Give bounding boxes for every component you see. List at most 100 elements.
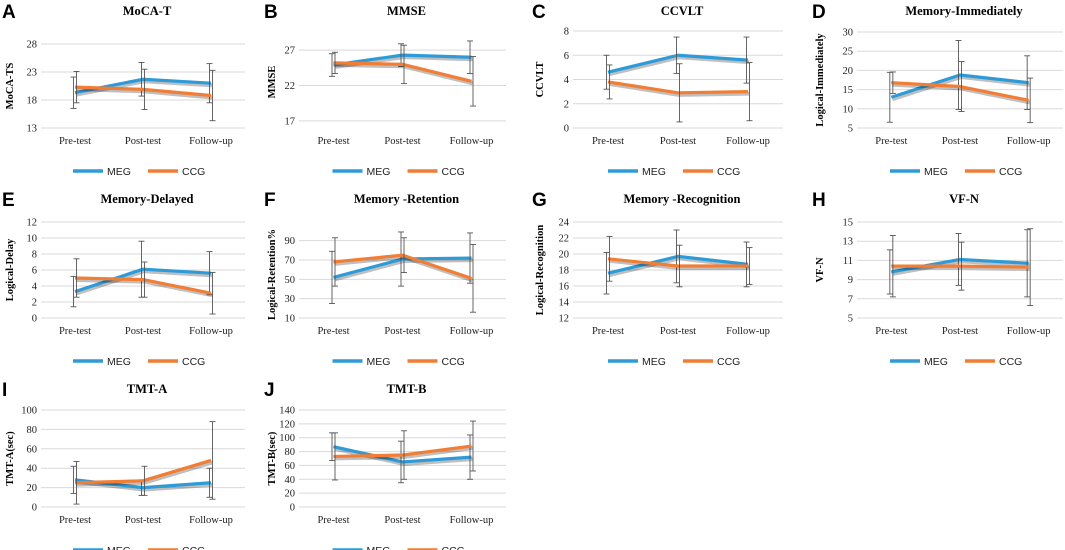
panel-letter: J	[264, 380, 275, 401]
y-tick-label: 4	[32, 282, 38, 293]
series-shadow-meg	[608, 256, 750, 278]
series-shadow-ccg	[892, 266, 1030, 272]
y-tick-label: 0	[32, 503, 37, 514]
legend-label: CCG	[717, 166, 740, 178]
series-shadow-ccg	[892, 82, 1031, 105]
chart-title: VF-N	[949, 192, 979, 206]
x-tick-label: Pre-test	[59, 515, 91, 526]
legend-label: MEG	[107, 166, 131, 178]
panel-letter: B	[264, 2, 278, 23]
chart-title: MoCA-T	[123, 4, 172, 18]
series-shadow-meg	[75, 269, 213, 296]
series-line-meg	[890, 73, 1029, 99]
chart-title: CCVLT	[661, 4, 704, 18]
y-tick-label: 8	[564, 27, 569, 38]
x-tick-label: Follow-up	[1007, 136, 1051, 147]
y-axis-label: Logical-Delay	[5, 238, 16, 301]
x-tick-label: Pre-test	[59, 326, 91, 337]
series-shadow-ccg	[75, 460, 213, 487]
x-tick-label: Pre-test	[592, 136, 624, 147]
chart-panel-a: A MoCA-T 13 18 23 28 MoCA-TS Pre-test Post-test F…	[2, 2, 245, 178]
y-tick-label: 12	[27, 218, 38, 229]
chart-panel-e: E Memory-Delayed 0 2 4 6 8 10 12 Logical-Delay Pre…	[2, 190, 245, 368]
x-tick-label: Post-test	[942, 136, 978, 147]
y-tick-label: 14	[559, 298, 570, 309]
y-tick-label: 17	[285, 116, 296, 127]
chart-title: Memory-Immediately	[905, 4, 1023, 18]
panel-letter: H	[812, 190, 826, 211]
legend-label: MEG	[924, 356, 948, 368]
chart-panel-f: F Memory -Retention 10 30 50 70 90 Logical-Rete…	[264, 190, 506, 368]
y-tick-label: 50	[285, 275, 296, 286]
series-shadow-ccg	[334, 446, 473, 461]
series-line-ccg	[607, 80, 749, 95]
legend-label: MEG	[642, 166, 666, 178]
panel-letter: G	[532, 190, 547, 211]
legend-label: CCG	[442, 545, 465, 550]
x-tick-label: Pre-test	[317, 326, 349, 337]
series-line-ccg	[891, 264, 1029, 269]
x-tick-label: Follow-up	[726, 326, 770, 337]
legend-label: CCG	[442, 356, 465, 368]
series-line-meg	[333, 256, 472, 279]
x-tick-label: Post-test	[384, 326, 420, 337]
x-tick-label: Follow-up	[189, 326, 233, 337]
y-axis-label: TMT-B(sec)	[267, 431, 278, 485]
x-tick-label: Post-test	[660, 326, 696, 337]
series-line-meg	[74, 267, 212, 294]
x-tick-label: Pre-test	[317, 136, 349, 147]
y-axis-label: CCVLT	[535, 62, 546, 98]
x-tick-label: Post-test	[384, 515, 420, 526]
chart-panel-i: I TMT-A 0 20 40 60 80 100 TMT-A(sec) Pre-test Post…	[2, 380, 245, 550]
y-tick-label: 12	[559, 314, 570, 325]
y-tick-label: 140	[279, 406, 295, 417]
legend-label: MEG	[367, 545, 391, 550]
y-tick-label: 18	[559, 266, 570, 277]
y-tick-label: 90	[285, 236, 296, 247]
series-shadow-ccg	[608, 81, 750, 97]
chart-panel-d: D Memory-Immediately 5 10 15 20 25 30 Logical-Im…	[812, 2, 1063, 178]
y-tick-label: 0	[290, 503, 295, 514]
chart-title: Memory -Retention	[354, 192, 459, 206]
x-tick-label: Follow-up	[189, 515, 233, 526]
y-tick-label: 5	[848, 124, 853, 135]
x-tick-label: Pre-test	[59, 136, 91, 147]
chart-title: TMT-A	[127, 382, 168, 396]
legend-label: MEG	[107, 356, 131, 368]
x-tick-label: Pre-test	[317, 515, 349, 526]
y-tick-label: 0	[32, 314, 37, 325]
y-tick-label: 11	[843, 256, 853, 267]
y-tick-label: 8	[32, 250, 37, 261]
y-tick-label: 13	[843, 237, 854, 248]
series-shadow-ccg	[75, 278, 213, 298]
series-line-ccg	[74, 458, 212, 485]
y-tick-label: 23	[27, 68, 38, 79]
y-tick-label: 20	[843, 66, 854, 77]
y-tick-label: 5	[848, 314, 853, 325]
series-line-ccg	[333, 444, 472, 459]
series-line-meg	[607, 53, 749, 74]
panel-letter: A	[2, 2, 16, 23]
panel-letter: C	[532, 2, 546, 23]
y-tick-label: 2	[564, 99, 569, 110]
y-tick-label: 100	[279, 433, 295, 444]
y-tick-label: 25	[843, 47, 854, 58]
y-tick-label: 4	[564, 75, 570, 86]
x-tick-label: Pre-test	[875, 136, 907, 147]
y-tick-label: 20	[285, 489, 296, 500]
x-tick-label: Follow-up	[189, 136, 233, 147]
series-line-meg	[333, 53, 472, 67]
series-line-ccg	[891, 81, 1029, 102]
y-axis-label: MMSE	[267, 66, 278, 99]
y-tick-label: 16	[559, 282, 570, 293]
y-tick-label: 120	[279, 419, 295, 430]
y-tick-label: 22	[559, 234, 570, 245]
legend-label: CCG	[999, 166, 1022, 178]
y-axis-label: MoCA-TS	[5, 63, 16, 110]
y-tick-label: 60	[285, 461, 296, 472]
x-tick-label: Follow-up	[450, 326, 494, 337]
x-tick-label: Follow-up	[1007, 326, 1051, 337]
y-tick-label: 15	[843, 218, 854, 229]
series-shadow-meg	[608, 55, 750, 77]
legend-label: CCG	[442, 166, 465, 178]
